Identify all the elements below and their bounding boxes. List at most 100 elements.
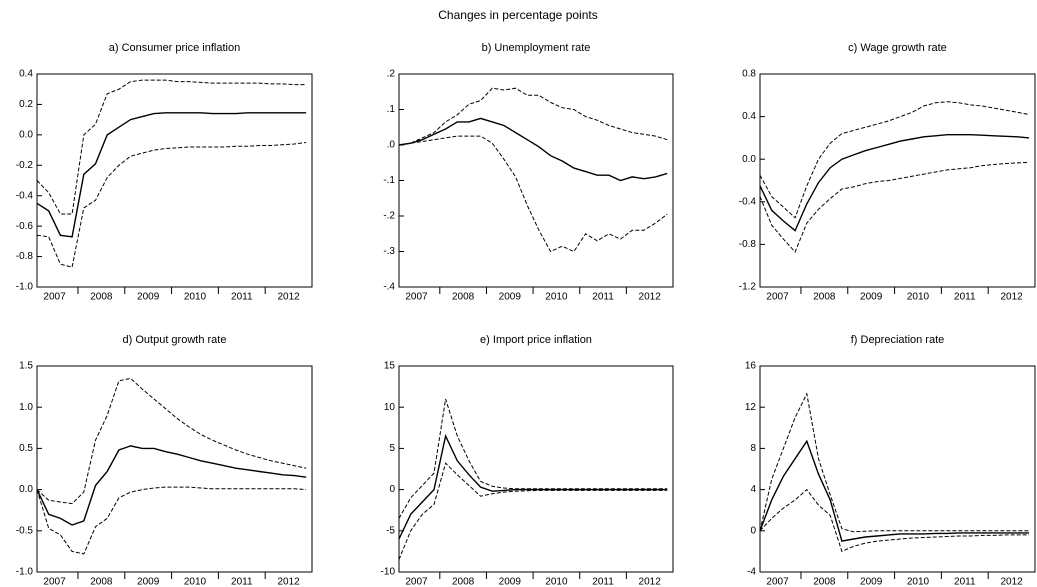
x-tick-label: 2007 (766, 292, 789, 303)
plot-frame (759, 73, 1036, 288)
x-tick-label: 2012 (639, 577, 662, 587)
x-tick-label: 2008 (813, 292, 836, 303)
y-tick-label: .0 (387, 140, 396, 151)
y-tick-label: -.3 (383, 246, 395, 257)
x-tick-label: 2011 (954, 577, 976, 587)
panel-title: b) Unemployment rate (482, 42, 591, 54)
plot-frame (398, 73, 674, 288)
y-tick-label: -1.2 (739, 282, 757, 293)
x-tick-label: 2011 (231, 577, 253, 587)
y-tick-label: -0.4 (739, 196, 757, 207)
series-line (759, 161, 1030, 253)
y-tick-label: 16 (745, 361, 757, 372)
x-tick-label: 2008 (452, 292, 475, 303)
x-tick-label: 2009 (860, 292, 883, 303)
x-tick-label: 2007 (43, 577, 66, 587)
x-tick-label: 2007 (405, 292, 428, 303)
y-tick-label: 0 (389, 484, 395, 495)
x-tick-label: 2009 (137, 292, 160, 303)
y-tick-label: 0.0 (19, 129, 33, 140)
series-line (398, 87, 668, 146)
x-tick-label: 2012 (277, 292, 300, 303)
x-tick-label: 2011 (592, 577, 614, 587)
y-tick-label: 1.0 (19, 402, 33, 413)
y-tick-label: 0.4 (19, 69, 33, 80)
y-tick-label: 8 (750, 443, 756, 454)
series-line (36, 377, 307, 505)
y-tick-label: .2 (387, 69, 396, 80)
x-tick-label: 2012 (277, 577, 300, 587)
x-tick-label: 2009 (860, 577, 883, 587)
y-tick-label: 0.0 (742, 154, 756, 165)
x-tick-label: 2010 (907, 577, 930, 587)
y-tick-label: -0.8 (739, 239, 757, 250)
x-tick-label: 2007 (766, 577, 789, 587)
y-tick-label: 1.5 (19, 361, 33, 372)
x-tick-label: 2010 (545, 292, 568, 303)
x-tick-label: 2012 (639, 292, 662, 303)
x-tick-label: 2012 (1000, 577, 1023, 587)
series-line (36, 79, 307, 215)
x-tick-label: 2010 (184, 292, 207, 303)
series-line (759, 134, 1030, 232)
panel-title: f) Depreciation rate (851, 334, 945, 346)
series-line (36, 486, 307, 555)
x-tick-label: 2010 (184, 577, 207, 587)
x-tick-label: 2010 (907, 292, 930, 303)
series-line (36, 112, 307, 238)
y-tick-label: -10 (381, 567, 396, 578)
main-title: Changes in percentage points (438, 8, 597, 22)
series-line (398, 117, 668, 182)
x-tick-label: 2009 (137, 577, 160, 587)
y-tick-label: 5 (389, 443, 395, 454)
y-tick-label: .1 (387, 104, 396, 115)
y-tick-label: 0.4 (742, 111, 756, 122)
series-line (398, 135, 668, 253)
plot-frame (398, 365, 674, 573)
y-tick-label: -.2 (383, 211, 395, 222)
y-tick-label: -0.4 (16, 190, 34, 201)
y-tick-label: -1.0 (16, 282, 34, 293)
y-tick-label: -0.8 (16, 251, 34, 262)
y-tick-label: 0.5 (19, 443, 33, 454)
plot-frame (36, 365, 313, 573)
x-tick-label: 2010 (545, 577, 568, 587)
y-tick-label: 0.0 (19, 484, 33, 495)
panel-title: a) Consumer price inflation (109, 42, 240, 54)
y-tick-label: -0.2 (16, 160, 34, 171)
y-tick-label: -0.6 (16, 221, 34, 232)
y-tick-label: 0.2 (19, 99, 33, 110)
x-tick-label: 2011 (231, 292, 253, 303)
y-tick-label: -1.0 (16, 567, 34, 578)
y-tick-label: -0.5 (16, 525, 34, 536)
y-tick-label: 0 (750, 525, 756, 536)
x-tick-label: 2007 (43, 292, 66, 303)
x-tick-label: 2007 (405, 577, 428, 587)
y-tick-label: 12 (745, 402, 757, 413)
series-line (759, 392, 1030, 533)
series-line (759, 101, 1030, 219)
series-line (36, 445, 307, 526)
x-tick-label: 2009 (499, 577, 522, 587)
x-tick-label: 2008 (90, 577, 113, 587)
x-tick-label: 2011 (954, 292, 976, 303)
panel-title: d) Output growth rate (123, 334, 227, 346)
y-tick-label: 10 (384, 402, 396, 413)
x-tick-label: 2008 (90, 292, 113, 303)
series-line (398, 398, 668, 519)
y-tick-label: 15 (384, 361, 396, 372)
y-tick-label: -4 (747, 567, 756, 578)
series-line (398, 462, 668, 560)
series-line (759, 439, 1030, 542)
x-tick-label: 2012 (1000, 292, 1023, 303)
plot-frame (759, 365, 1036, 573)
x-tick-label: 2008 (452, 577, 475, 587)
y-tick-label: -5 (386, 525, 395, 536)
panel-title: e) Import price inflation (480, 334, 592, 346)
x-tick-label: 2008 (813, 577, 836, 587)
x-tick-label: 2011 (592, 292, 614, 303)
y-tick-label: -.4 (383, 282, 395, 293)
series-line (759, 488, 1030, 553)
y-tick-label: 4 (750, 484, 756, 495)
